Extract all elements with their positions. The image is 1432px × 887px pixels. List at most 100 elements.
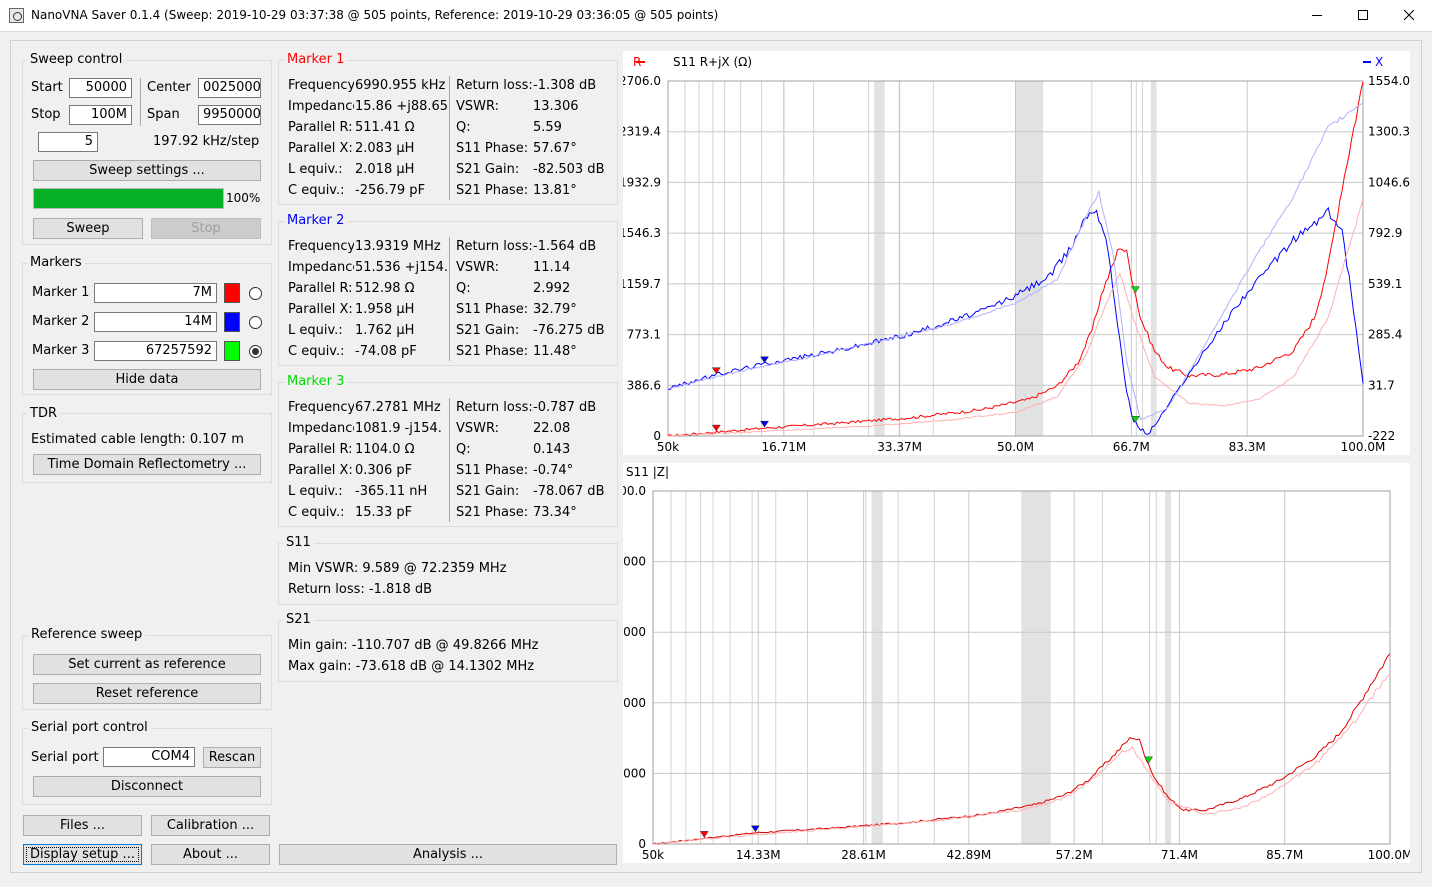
calibration-button[interactable]: Calibration ... <box>151 815 270 836</box>
center-input[interactable]: 0025000 <box>198 78 261 98</box>
start-input[interactable]: 50000 <box>69 78 132 98</box>
marker-field-label: Return loss: <box>456 239 533 254</box>
marker-field-value: 5.59 <box>533 120 562 135</box>
marker-triangle <box>1130 416 1140 423</box>
cable-length-text: Estimated cable length: 0.107 m <box>31 432 244 447</box>
marker-triangle <box>699 831 709 838</box>
x-tick-label: 66.7M <box>1113 440 1150 454</box>
marker-field-label: Frequency: <box>288 400 354 415</box>
rescan-button[interactable]: Rescan <box>203 747 261 768</box>
tdr-button[interactable]: Time Domain Reflectometry ... <box>33 454 261 475</box>
marker-triangle <box>1130 286 1140 294</box>
marker-frequency-input[interactable]: 67257592 <box>94 341 217 361</box>
marker-data-group <box>278 221 618 366</box>
maximize-button[interactable] <box>1340 0 1386 31</box>
center-label: Center <box>147 80 191 95</box>
set-reference-button[interactable]: Set current as reference <box>33 654 261 675</box>
marker-select-radio[interactable] <box>249 345 262 358</box>
reset-reference-button[interactable]: Reset reference <box>33 683 261 704</box>
marker-field-value: 67.2781 MHz <box>355 400 441 415</box>
marker-field-value: -1.564 dB <box>533 239 597 254</box>
marker-color-button[interactable] <box>224 341 240 361</box>
marker-frequency-input[interactable]: 7M <box>94 283 217 303</box>
y-tick-label: 0 <box>653 429 661 443</box>
marker-field-label: VSWR: <box>456 421 500 436</box>
y-tick-label: 1932.9 <box>623 175 661 189</box>
x-tick-label: 33.37M <box>877 440 922 454</box>
x-tick-label: 83.3M <box>1229 440 1266 454</box>
close-button[interactable] <box>1386 0 1432 31</box>
sweep-settings-button[interactable]: Sweep settings ... <box>33 160 261 181</box>
sweep-progress-bar <box>33 188 224 209</box>
x-tick-label: 14.33M <box>736 848 781 862</box>
s11-z-chart-panel[interactable]: S11 |Z| 50k 14.33M 28.61M 42.89M 57.2M 71.4M 85… <box>604 463 1412 863</box>
marker-field-label: VSWR: <box>456 260 500 275</box>
y-tick-label: 2000 <box>623 696 646 710</box>
marker-select-radio[interactable] <box>249 316 262 329</box>
chart-title: S11 R+jX (Ω) <box>673 55 752 69</box>
marker-field-label: L equiv.: <box>288 484 343 499</box>
close-icon <box>1403 9 1414 21</box>
serial-port-input[interactable]: COM4 <box>103 747 195 767</box>
marker-field-value: 0.143 <box>533 442 571 457</box>
hide-data-button[interactable]: Hide data <box>33 369 261 390</box>
span-input[interactable]: 9950000 <box>198 105 261 125</box>
marker-field-value: -0.787 dB <box>533 400 597 415</box>
sweep-button[interactable]: Sweep <box>33 218 143 239</box>
y-tick-label: 4000 <box>623 555 646 569</box>
marker-triangle <box>750 825 760 833</box>
analysis-button[interactable]: Analysis ... <box>279 844 617 865</box>
marker-data-title: Marker 1 <box>284 52 348 67</box>
marker-color-button[interactable] <box>224 312 240 332</box>
marker-field-value: 13.9319 MHz <box>355 239 441 254</box>
reference-sweep-title: Reference sweep <box>28 627 146 642</box>
y-tick-label: 1000 <box>623 766 646 780</box>
y-right-tick-label: 31.7 <box>1368 378 1395 392</box>
marker-triangle <box>760 420 769 428</box>
marker-field-label: Impedance: <box>288 99 354 114</box>
marker-field-value: 2.083 μH <box>355 141 415 156</box>
s21-summary-group <box>278 620 618 682</box>
segment-band <box>1015 81 1044 436</box>
marker-frequency-input[interactable]: 14M <box>94 312 217 332</box>
marker-field-label: Frequency: <box>288 239 354 254</box>
about-button[interactable]: About ... <box>151 844 270 865</box>
y-tick-label: 1159.7 <box>623 277 661 291</box>
minimize-button[interactable] <box>1294 0 1340 31</box>
files-button[interactable]: Files ... <box>23 815 142 836</box>
s11-rjx-chart-panel[interactable]: R S11 R+jX (Ω) X 50k 16.71M 33.37M 50.0M 66.7M 8… <box>619 51 1410 455</box>
marker-label: Marker 2 <box>32 314 90 329</box>
marker-field-label: Return loss: <box>456 78 533 93</box>
x-tick-label: 100.0M <box>1341 440 1386 454</box>
marker-data-group <box>278 60 618 205</box>
segment-band <box>1021 491 1051 844</box>
x-tick-label: 100.0M <box>1368 848 1410 862</box>
y-tick-label: 1546.3 <box>623 226 661 240</box>
s11-min-vswr: Min VSWR: 9.589 @ 72.2359 MHz <box>288 561 507 576</box>
x-tick-label: 50k <box>642 848 664 862</box>
marker-field-label: Parallel R: <box>288 281 353 296</box>
marker-field-value: 15.86 +j88.65 <box>355 99 449 114</box>
y-tick-label: 386.6 <box>627 378 661 392</box>
segments-input[interactable]: 5 <box>38 132 98 152</box>
marker-field-label: S21 Gain: <box>456 484 520 499</box>
marker-field-label: Parallel X: <box>288 463 353 478</box>
marker-field-value: 512.98 Ω <box>355 281 415 296</box>
stop-button[interactable]: Stop <box>151 218 261 239</box>
marker-field-value: -76.275 dB <box>533 323 605 338</box>
display-setup-button[interactable]: Display setup ... <box>23 844 142 865</box>
marker-field-label: C equiv.: <box>288 183 345 198</box>
disconnect-button[interactable]: Disconnect <box>33 776 261 797</box>
marker-color-button[interactable] <box>224 283 240 303</box>
segment-band <box>1150 81 1157 436</box>
marker-select-radio[interactable] <box>249 287 262 300</box>
x-tick-label: 57.2M <box>1056 848 1093 862</box>
tdr-group <box>22 413 272 483</box>
marker-triangle <box>1144 756 1154 764</box>
legend-x-label: X <box>1375 55 1383 69</box>
stop-input[interactable]: 100M <box>69 105 132 125</box>
stop-label: Stop <box>31 107 61 122</box>
marker-field-value: -0.74° <box>533 463 574 478</box>
segment-band <box>874 81 885 436</box>
main-window <box>10 40 1422 873</box>
